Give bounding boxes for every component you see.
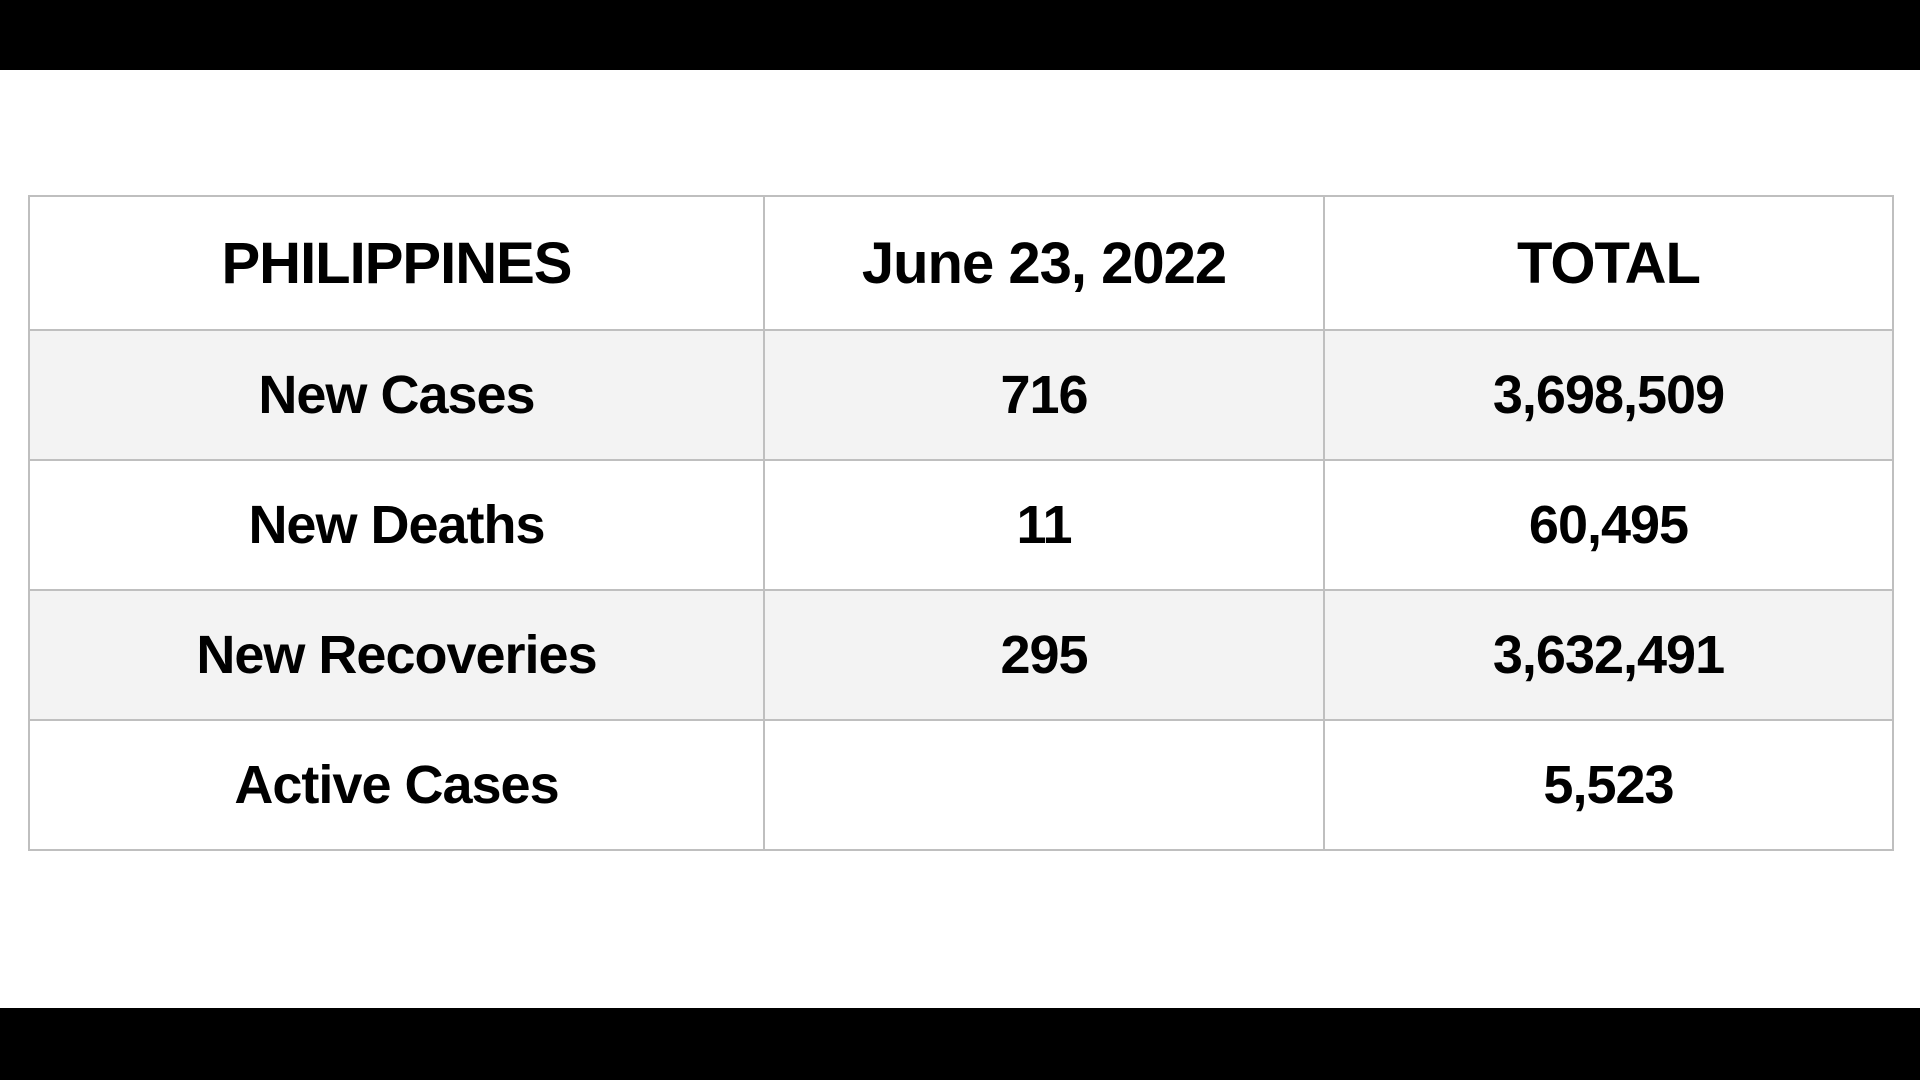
row-label: New Cases (29, 330, 764, 460)
row-daily: 295 (764, 590, 1324, 720)
row-total: 3,632,491 (1324, 590, 1893, 720)
row-total: 5,523 (1324, 720, 1893, 850)
row-label: New Deaths (29, 460, 764, 590)
row-daily: 11 (764, 460, 1324, 590)
stats-table: PHILIPPINES June 23, 2022 TOTAL New Case… (28, 195, 1894, 851)
row-total: 60,495 (1324, 460, 1893, 590)
header-total: TOTAL (1324, 196, 1893, 330)
row-total: 3,698,509 (1324, 330, 1893, 460)
table-row: New Recoveries 295 3,632,491 (29, 590, 1893, 720)
row-daily: 716 (764, 330, 1324, 460)
row-label: New Recoveries (29, 590, 764, 720)
table-row: Active Cases 5,523 (29, 720, 1893, 850)
table-row: New Deaths 11 60,495 (29, 460, 1893, 590)
content-panel: PHILIPPINES June 23, 2022 TOTAL New Case… (0, 70, 1920, 1008)
row-label: Active Cases (29, 720, 764, 850)
table-header-row: PHILIPPINES June 23, 2022 TOTAL (29, 196, 1893, 330)
table-row: New Cases 716 3,698,509 (29, 330, 1893, 460)
header-date: June 23, 2022 (764, 196, 1324, 330)
row-daily (764, 720, 1324, 850)
header-country: PHILIPPINES (29, 196, 764, 330)
